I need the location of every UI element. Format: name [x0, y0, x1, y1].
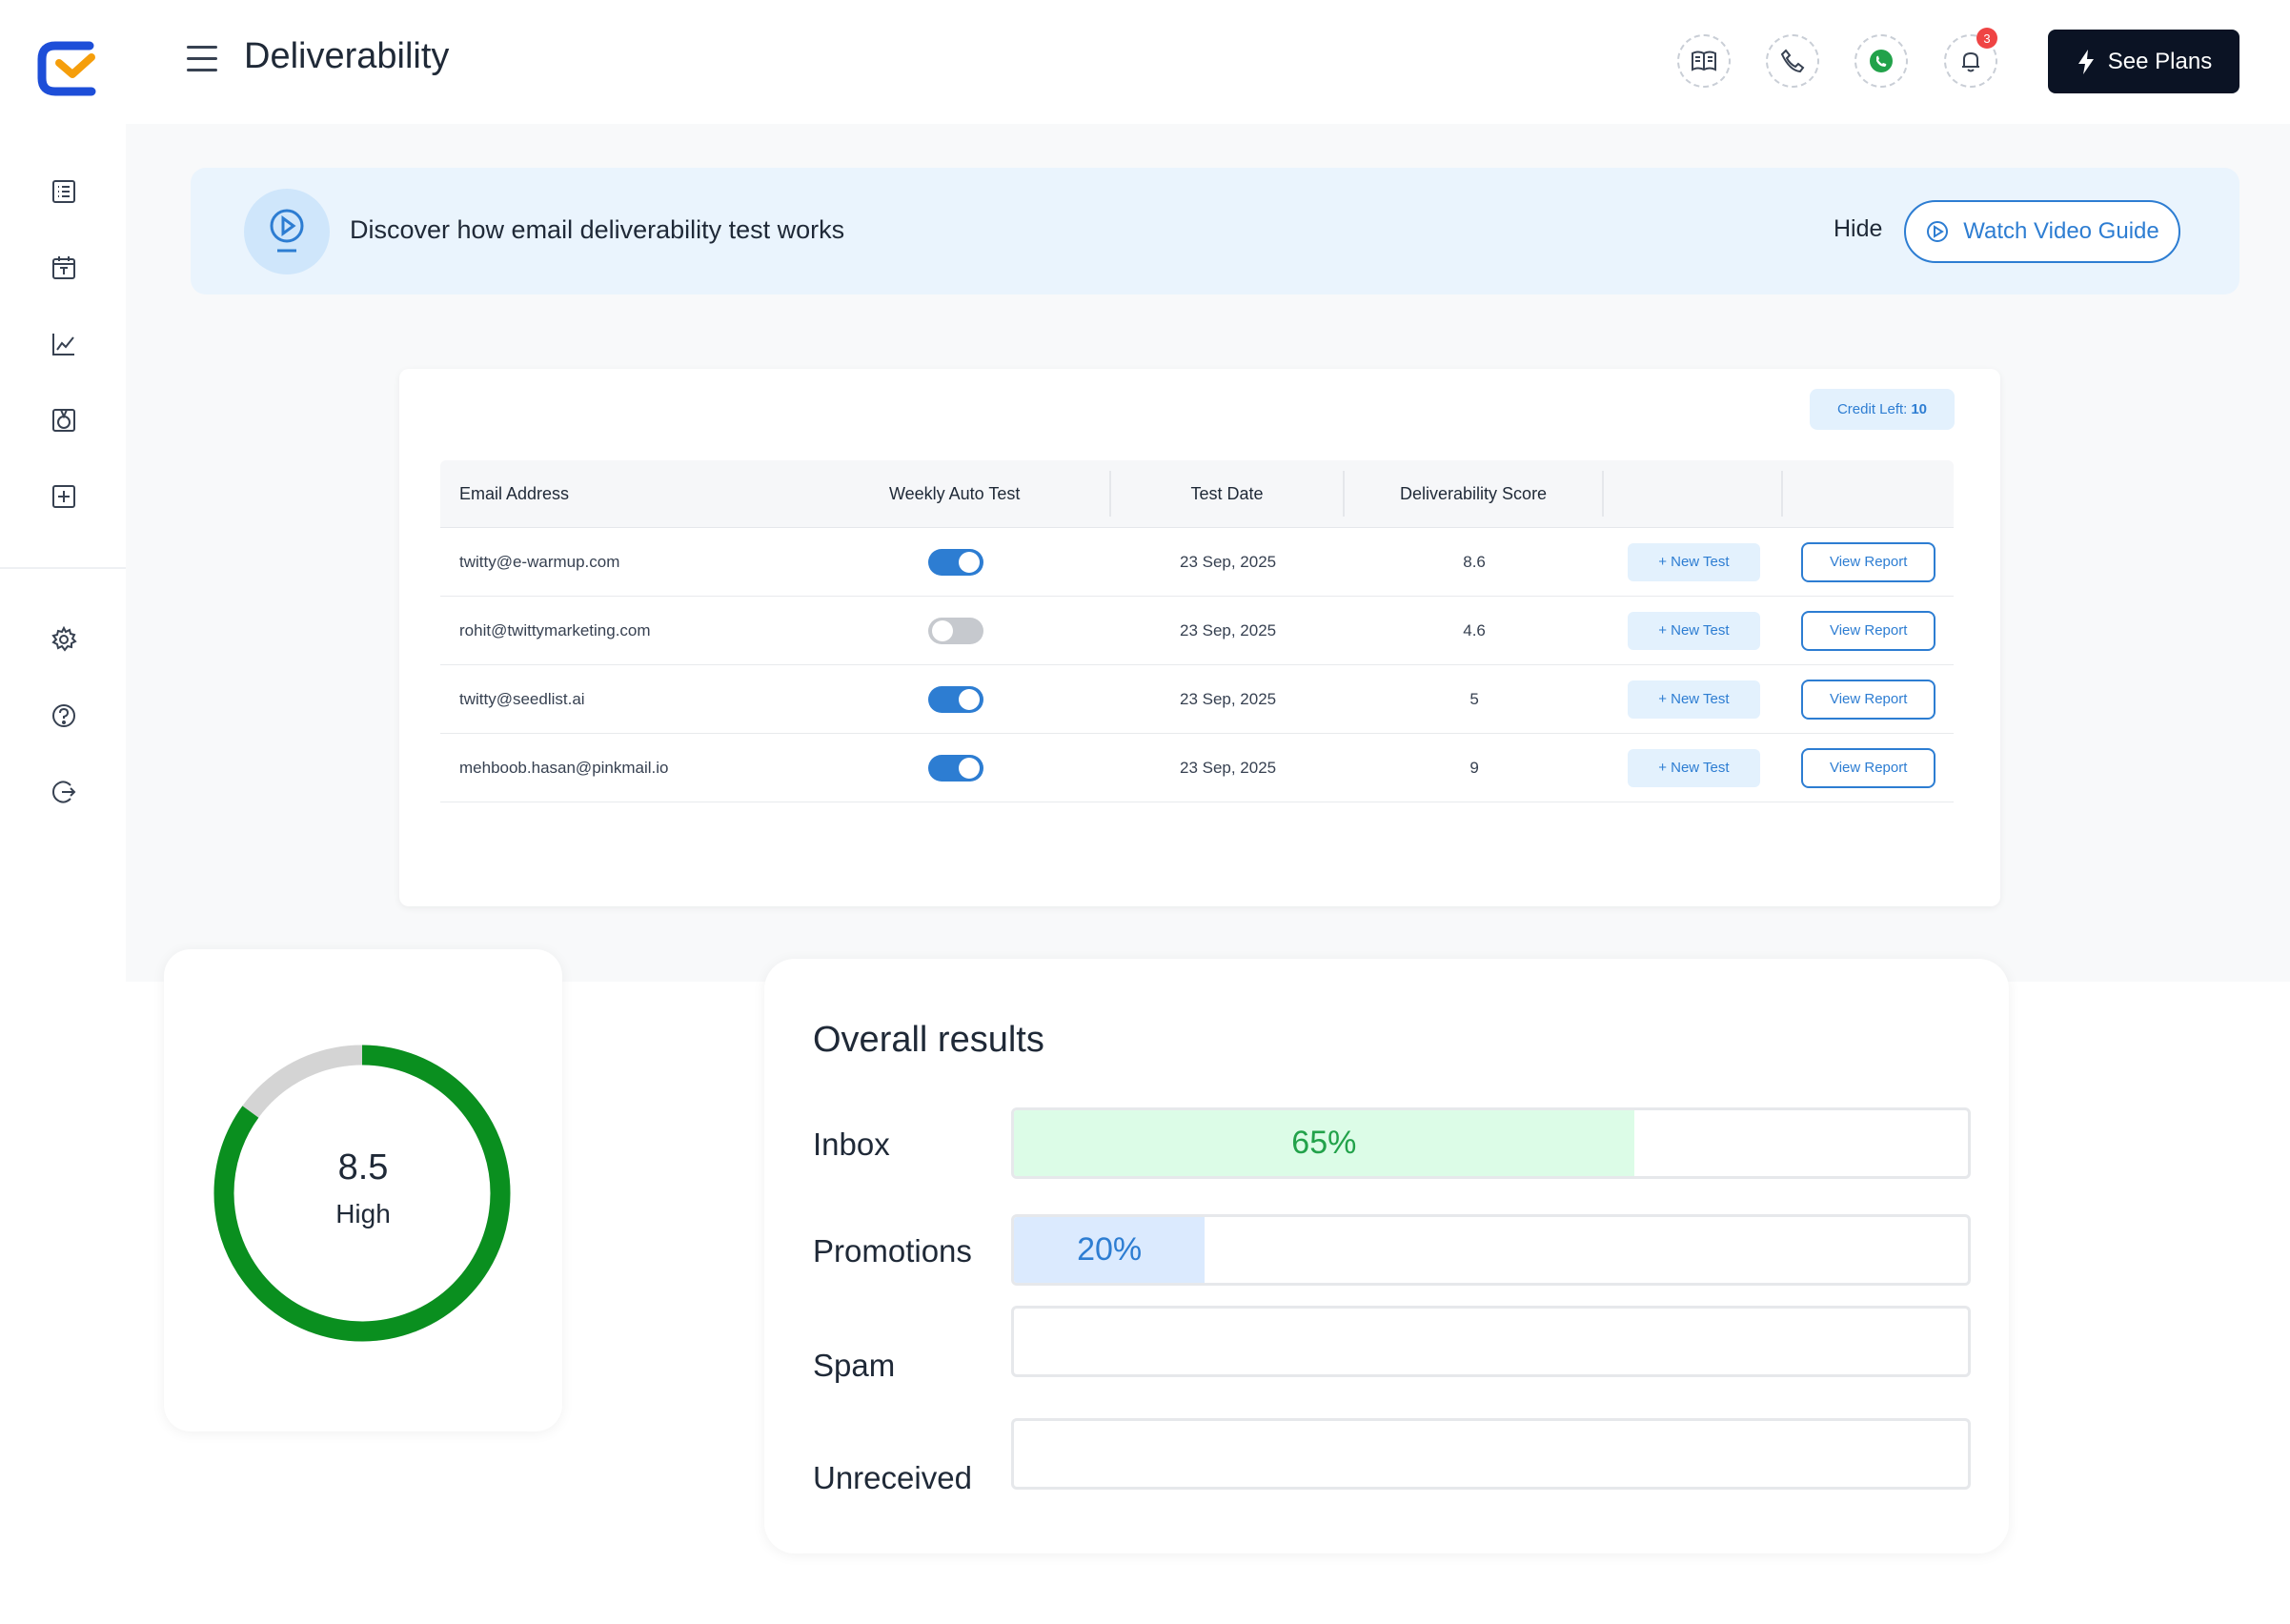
header-deliverability-score: Deliverability Score: [1345, 471, 1605, 517]
score-value: 8.5: [337, 1147, 389, 1188]
book-icon[interactable]: [1677, 34, 1731, 88]
weekly-auto-test-toggle[interactable]: [927, 548, 983, 576]
view-report-button[interactable]: View Report: [1801, 541, 1936, 582]
chart-icon[interactable]: [48, 328, 80, 360]
weekly-auto-test-toggle[interactable]: [927, 754, 983, 782]
row-weekly-cell: [800, 754, 1111, 782]
result-bar-inbox: 65%: [1011, 1107, 1971, 1179]
overall-results-card: Overall results Inbox 65% Promotions 20%…: [764, 959, 2009, 1553]
see-plans-button[interactable]: See Plans: [2048, 30, 2239, 93]
score-label: High: [335, 1199, 391, 1228]
row-score: 8.6: [1463, 552, 1486, 571]
tests-table: Email Address Weekly Auto Test Test Date…: [440, 460, 1954, 802]
phone-icon[interactable]: [1766, 34, 1819, 88]
table-body: twitty@e-warmup.com 23 Sep, 2025 8.6 + New …: [440, 528, 1954, 802]
score-card: 8.5 High: [164, 949, 562, 1431]
row-test-date: 23 Sep, 2025: [1179, 552, 1277, 571]
result-fill-inbox: 65%: [1014, 1110, 1634, 1176]
credit-left-value: 10: [1911, 401, 1928, 417]
row-email: twitty@seedlist.ai: [459, 689, 585, 708]
list-icon[interactable]: [48, 175, 80, 208]
row-new-test-cell: + New Test: [1604, 748, 1783, 787]
row-view-report-cell: View Report: [1783, 679, 1954, 720]
new-test-button[interactable]: + New Test: [1627, 680, 1760, 719]
notification-badge: 3: [1976, 28, 1997, 49]
gear-icon[interactable]: [48, 623, 80, 656]
watch-video-guide-button[interactable]: Watch Video Guide: [1904, 200, 2180, 263]
help-icon[interactable]: [48, 700, 80, 732]
hide-banner-button[interactable]: Hide: [1834, 215, 1883, 242]
video-play-icon: [244, 189, 330, 274]
credit-left-label: Credit Left:: [1836, 401, 1908, 417]
results-title: Overall results: [813, 1020, 1044, 1060]
row-weekly-cell: [800, 617, 1111, 644]
credit-left-badge: Credit Left: 10: [1810, 389, 1955, 430]
bell-icon[interactable]: 3: [1944, 28, 1997, 88]
row-view-report-cell: View Report: [1783, 747, 1954, 788]
table-row: twitty@seedlist.ai 23 Sep, 2025 5 + New Tes…: [440, 665, 1954, 734]
badge-icon[interactable]: [48, 404, 80, 436]
row-email: rohit@twittymarketing.com: [459, 620, 651, 639]
page-title: Deliverability: [244, 36, 450, 76]
see-plans-label: See Plans: [2107, 48, 2213, 74]
row-view-report-cell: View Report: [1783, 541, 1954, 582]
add-box-icon[interactable]: [48, 480, 80, 513]
row-test-date: 23 Sep, 2025: [1179, 620, 1277, 639]
deliverability-tests-card: Credit Left: 10 Email Address Weekly Auto…: [399, 369, 2000, 906]
logout-icon[interactable]: [48, 776, 80, 808]
table-row: twitty@e-warmup.com 23 Sep, 2025 8.6 + New …: [440, 528, 1954, 597]
view-report-button[interactable]: View Report: [1801, 747, 1936, 788]
result-label-unreceived: Unreceived: [813, 1460, 972, 1495]
row-view-report-cell: View Report: [1783, 610, 1954, 651]
watch-video-guide-label: Watch Video Guide: [1963, 218, 2159, 244]
whatsapp-icon[interactable]: [1854, 34, 1908, 88]
calendar-icon[interactable]: [48, 252, 80, 284]
result-bar-unreceived: [1011, 1418, 1971, 1490]
row-score: 4.6: [1463, 620, 1486, 639]
row-new-test-cell: + New Test: [1604, 611, 1783, 650]
table-row: mehboob.hasan@pinkmail.io 23 Sep, 2025 9 + …: [440, 734, 1954, 802]
score-gauge: [213, 1045, 511, 1342]
lightning-icon: [2077, 49, 2094, 74]
header-email: Email Address: [459, 483, 570, 503]
row-email: mehboob.hasan@pinkmail.io: [459, 758, 669, 777]
row-test-date: 23 Sep, 2025: [1179, 689, 1277, 708]
result-label-inbox: Inbox: [813, 1127, 890, 1162]
row-email: twitty@e-warmup.com: [459, 552, 620, 571]
row-score: 9: [1469, 758, 1479, 777]
row-new-test-cell: + New Test: [1604, 542, 1783, 581]
row-weekly-cell: [800, 548, 1111, 576]
result-bar-spam: [1011, 1306, 1971, 1377]
result-bar-promotions: 20%: [1011, 1214, 1971, 1286]
sidebar: [0, 124, 126, 982]
play-circle-icon: [1927, 221, 1949, 242]
top-header: Deliverability 3 See Plans: [0, 0, 2290, 124]
header-weekly-auto-test: Weekly Auto Test: [800, 471, 1112, 517]
result-label-spam: Spam: [813, 1348, 896, 1383]
result-label-promotions: Promotions: [813, 1233, 972, 1269]
video-guide-banner: Discover how email deliverability test w…: [191, 168, 2239, 294]
banner-text: Discover how email deliverability test w…: [350, 215, 845, 244]
table-row: rohit@twittymarketing.com 23 Sep, 2025 4.6…: [440, 597, 1954, 665]
new-test-button[interactable]: + New Test: [1627, 748, 1760, 787]
gauge-fill: [213, 1045, 511, 1342]
row-weekly-cell: [800, 685, 1111, 713]
view-report-button[interactable]: View Report: [1801, 610, 1936, 651]
row-score: 5: [1469, 689, 1479, 708]
row-new-test-cell: + New Test: [1604, 680, 1783, 719]
table-header: Email Address Weekly Auto Test Test Date…: [440, 460, 1954, 528]
view-report-button[interactable]: View Report: [1801, 679, 1936, 720]
weekly-auto-test-toggle[interactable]: [927, 685, 983, 713]
row-test-date: 23 Sep, 2025: [1179, 758, 1277, 777]
app-logo[interactable]: [34, 34, 103, 103]
new-test-button[interactable]: + New Test: [1627, 542, 1760, 581]
header-test-date: Test Date: [1111, 471, 1345, 517]
weekly-auto-test-toggle[interactable]: [927, 617, 983, 644]
result-fill-promotions: 20%: [1014, 1217, 1206, 1283]
header-actions-new: [1604, 471, 1784, 517]
hamburger-menu-icon[interactable]: [187, 46, 217, 74]
new-test-button[interactable]: + New Test: [1627, 611, 1760, 650]
sidebar-divider: [0, 567, 126, 569]
